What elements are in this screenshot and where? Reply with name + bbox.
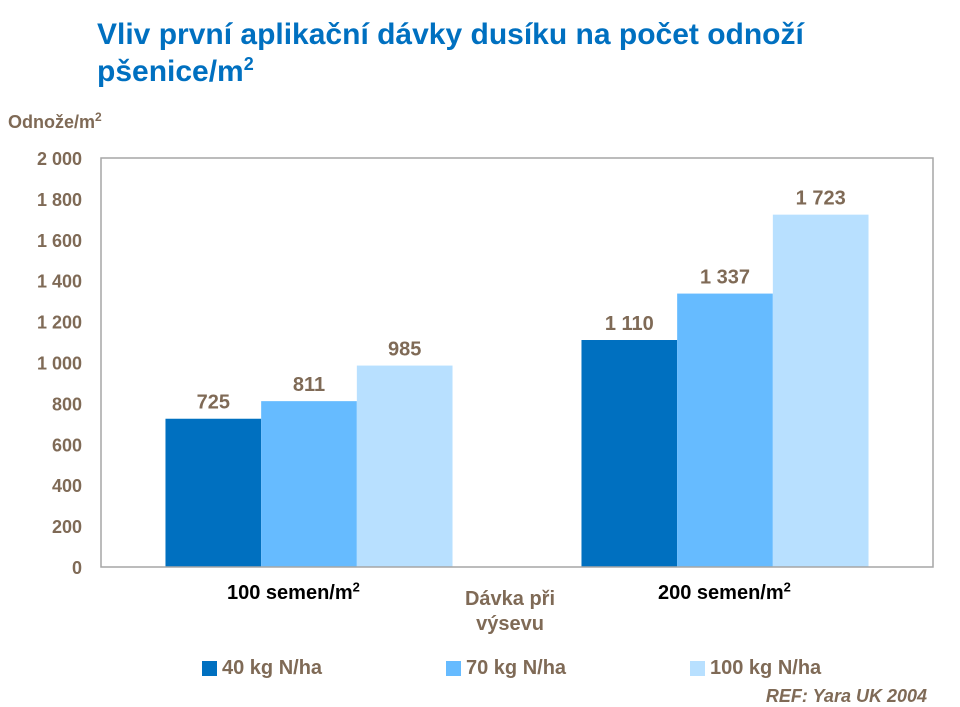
bar (677, 293, 773, 567)
y-axis-label: Odnože/m2 (8, 110, 102, 132)
y-tick-label: 1 200 (37, 313, 82, 333)
y-tick-label: 200 (52, 517, 82, 537)
legend-swatch (446, 661, 461, 676)
legend-label: 100 kg N/ha (710, 657, 822, 679)
y-tick-label: 1 600 (37, 231, 82, 251)
x-axis-title: Dávka při výsevu (464, 588, 556, 635)
legend-swatch (690, 661, 705, 676)
legend-item-70: 70 kg N/ha (446, 657, 566, 680)
data-label: 1 723 (796, 188, 846, 210)
data-label: 725 (197, 392, 230, 414)
y-tick-label: 1 000 (37, 354, 82, 374)
data-labels: 725 811 985 1 110 1 337 1 723 (197, 188, 846, 414)
legend-label: 70 kg N/ha (466, 657, 567, 679)
reference-note: REF: Yara UK 2004 (765, 686, 927, 706)
y-tick-label: 2 000 (37, 149, 82, 169)
bar (261, 401, 357, 567)
data-label: 811 (293, 374, 325, 396)
y-tick-label: 1 800 (37, 190, 82, 210)
y-tick-label: 1 400 (37, 272, 82, 292)
category-label-200-seeds: 200 semen/m2 (658, 579, 791, 604)
y-tick-label: 800 (52, 394, 82, 414)
bar (356, 365, 453, 567)
data-label: 1 110 (605, 313, 654, 335)
y-tick-label: 400 (52, 476, 82, 496)
legend-item-100: 100 kg N/ha (690, 657, 821, 680)
legend-item-40: 40 kg N/ha (202, 657, 322, 680)
category-label-100-seeds: 100 semen/m2 (227, 579, 360, 604)
y-axis-ticks: 0 200 400 600 800 1 000 1 200 1 400 1 600 1 800 2 … (37, 149, 82, 578)
data-label: 985 (388, 339, 421, 361)
bar (772, 214, 869, 568)
legend-label: 40 kg N/ha (222, 657, 323, 679)
plot-area-frame (100, 157, 934, 568)
legend-swatch (202, 661, 217, 676)
y-tick-label: 0 (72, 558, 82, 578)
bar (165, 418, 262, 567)
chart-title: Vliv první aplikační dávky dusíku na poč… (97, 18, 804, 88)
y-tick-label: 600 (52, 435, 82, 455)
bars (165, 214, 869, 568)
bar (581, 340, 678, 567)
data-label: 1 337 (700, 267, 750, 289)
